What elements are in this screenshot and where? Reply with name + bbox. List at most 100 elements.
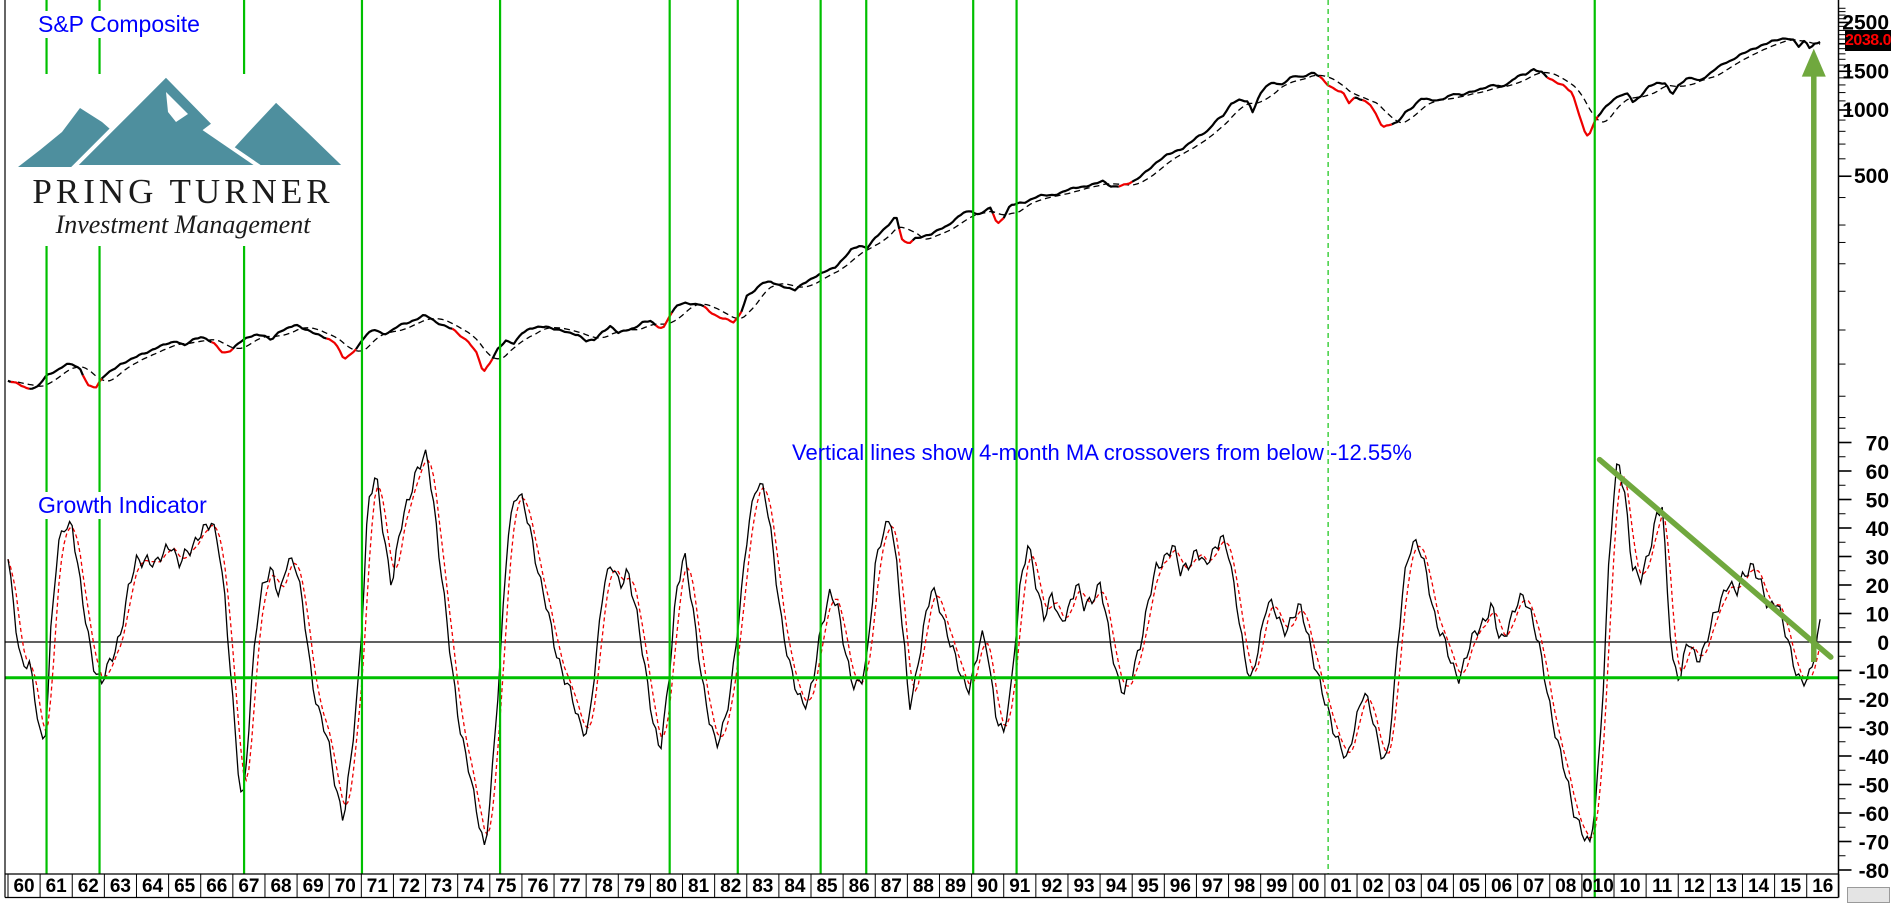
- price-line-below-ma: [326, 337, 357, 360]
- growth-axis-label: 70: [1866, 433, 1889, 456]
- h-scrollbar-thumb[interactable]: [1847, 887, 1890, 903]
- growth-axis-label: -20: [1859, 689, 1889, 712]
- growth-indicator-line: [7, 449, 1821, 846]
- x-year-label: 78: [592, 876, 613, 897]
- price-line-below-ma: [898, 228, 914, 244]
- growth-axis-label: -50: [1859, 775, 1889, 798]
- price-line: [7, 379, 12, 383]
- x-year-label: 86: [849, 876, 870, 897]
- x-year-label: 11: [1652, 876, 1673, 897]
- price-axis-label: 500: [1854, 165, 1889, 188]
- x-year-label: 89: [945, 876, 966, 897]
- growth-axis-label: -40: [1859, 746, 1889, 769]
- price-line: [100, 336, 212, 380]
- x-year-label: 15: [1780, 876, 1802, 897]
- x-year-label: 95: [1138, 876, 1160, 897]
- x-year-label: 85: [816, 876, 838, 897]
- crossover-annotation: Vertical lines show 4-month MA crossover…: [792, 440, 1412, 465]
- x-year-label: 74: [463, 876, 485, 897]
- x-year-label: 97: [1202, 876, 1223, 897]
- x-year-label: 66: [206, 876, 227, 897]
- growth-axis-label: 20: [1866, 575, 1889, 598]
- growth-axis-label: -70: [1859, 832, 1889, 855]
- price-line-below-ma: [703, 305, 743, 324]
- x-year-label: 88: [913, 876, 934, 897]
- price-line-below-ma: [10, 380, 30, 390]
- price-line-below-ma: [211, 341, 234, 354]
- price-line-below-ma: [1362, 99, 1393, 128]
- price-line: [491, 319, 657, 360]
- x-year-label: 61: [46, 876, 68, 897]
- price-line: [355, 314, 453, 350]
- x-year-label: 62: [78, 876, 99, 897]
- price-line-below-ma: [1318, 75, 1356, 105]
- x-year-label: 73: [431, 876, 452, 897]
- x-year-label: 68: [270, 876, 291, 897]
- growth-axis-label: 10: [1866, 604, 1889, 627]
- x-year-label: 87: [881, 876, 902, 897]
- price-axis-label: 2500: [1842, 11, 1889, 34]
- growth-axis-label: 30: [1866, 547, 1889, 570]
- price-line-below-ma: [1546, 76, 1599, 137]
- down-trendline: [1596, 456, 1834, 660]
- price-line: [670, 301, 705, 314]
- price-line: [29, 362, 84, 390]
- x-year-label: 60: [13, 876, 34, 897]
- x-year-label: 00: [1298, 876, 1319, 897]
- growth-ma-line: [7, 459, 1821, 840]
- price-line: [1354, 96, 1363, 102]
- x-year-label: 92: [1041, 876, 1062, 897]
- x-year-label: 04: [1427, 876, 1449, 897]
- x-year-label: 98: [1234, 876, 1255, 897]
- growth-axis-label: -30: [1859, 718, 1889, 741]
- x-year-label: 07: [1523, 876, 1544, 897]
- growth-axis-label: -10: [1859, 661, 1889, 684]
- x-year-label: 76: [527, 876, 548, 897]
- price-line-below-ma: [451, 327, 494, 372]
- x-year-label: 67: [238, 876, 259, 897]
- logo-company-name: PRING TURNER: [32, 172, 334, 211]
- x-year-label: 82: [720, 876, 741, 897]
- sp-composite-label: S&P Composite: [34, 11, 204, 38]
- x-year-label: 79: [624, 876, 645, 897]
- x-year-label: 69: [303, 876, 324, 897]
- x-year-label: 64: [142, 876, 164, 897]
- x-year-label: 08: [1555, 876, 1576, 897]
- x-year-label: 99: [1266, 876, 1287, 897]
- price-line: [911, 206, 995, 242]
- x-year-label: 10: [1619, 876, 1640, 897]
- x-year-label: 12: [1684, 876, 1705, 897]
- x-year-label: 05: [1459, 876, 1481, 897]
- x-year-label: 16: [1812, 876, 1833, 897]
- logo-mountains-icon: [18, 72, 351, 169]
- x-year-label: 93: [1073, 876, 1094, 897]
- x-year-label: 75: [495, 876, 517, 897]
- x-year-label: 71: [367, 876, 389, 897]
- growth-axis-label: 60: [1866, 461, 1889, 484]
- x-year-label: 81: [688, 876, 710, 897]
- price-line: [1131, 71, 1321, 183]
- growth-axis-label: -60: [1859, 803, 1889, 826]
- price-line: [1597, 37, 1821, 118]
- price-line-below-ma: [991, 213, 1005, 225]
- price-ma-line: [7, 39, 1821, 387]
- growth-axis-label: -80: [1859, 860, 1889, 883]
- x-year-label: 96: [1170, 876, 1191, 897]
- x-year-label: 70: [335, 876, 356, 897]
- x-year-label: 90: [977, 876, 998, 897]
- x-year-label: 14: [1748, 876, 1770, 897]
- x-year-label: 01: [1330, 876, 1352, 897]
- last-price-badge: 2038.0: [1845, 30, 1891, 51]
- growth-indicator-label: Growth Indicator: [34, 492, 211, 519]
- price-line: [1002, 179, 1119, 219]
- x-year-label: 13: [1716, 876, 1737, 897]
- price-line: [231, 323, 327, 350]
- price-line: [1391, 68, 1548, 126]
- x-year-label: 94: [1106, 876, 1128, 897]
- x-year-label: 63: [110, 876, 131, 897]
- price-axis-label: 1500: [1842, 60, 1889, 83]
- x-year-label: 80: [656, 876, 677, 897]
- logo-tagline: Investment Management: [55, 210, 311, 239]
